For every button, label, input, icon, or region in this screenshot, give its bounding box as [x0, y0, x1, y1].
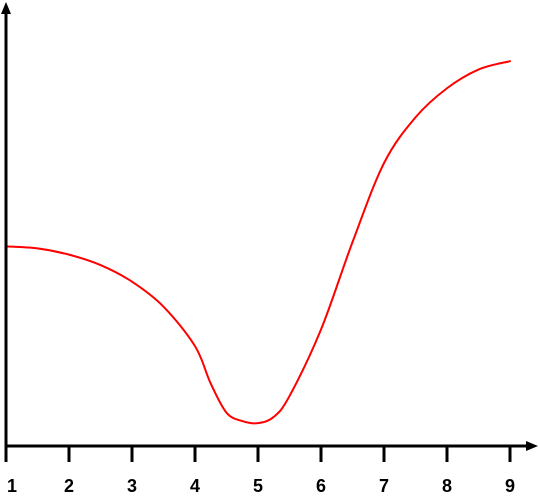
x-tick-label-2: 2 — [64, 476, 74, 496]
x-axis-arrowhead — [526, 441, 538, 451]
x-tick-label-8: 8 — [442, 476, 452, 496]
x-tick-labels: 1 2 3 4 5 6 7 8 9 — [7, 476, 515, 496]
series-line-0 — [5, 60, 511, 425]
x-tick-label-7: 7 — [379, 476, 389, 496]
x-tick-label-3: 3 — [127, 476, 137, 496]
x-tick-label-4: 4 — [190, 476, 200, 496]
y-axis-arrowhead — [1, 2, 11, 14]
x-tick-label-9: 9 — [505, 476, 515, 496]
x-tick-label-5: 5 — [253, 476, 263, 496]
plot-area — [5, 60, 511, 425]
axes — [1, 2, 538, 451]
x-tick-label-1: 1 — [7, 476, 17, 496]
x-ticks — [4, 446, 512, 462]
x-tick-label-6: 6 — [316, 476, 326, 496]
